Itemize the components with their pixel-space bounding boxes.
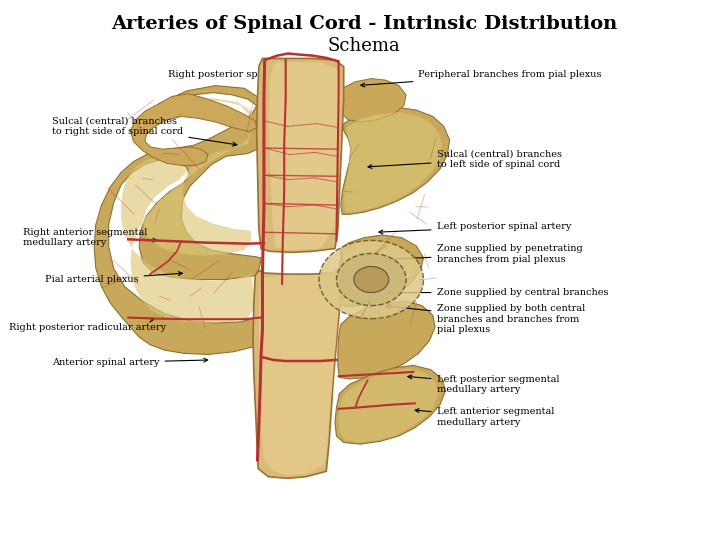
Text: Right anterior segmental
medullary artery: Right anterior segmental medullary arter… <box>23 228 157 247</box>
Text: Zone supplied by penetrating
branches from pial plexus: Zone supplied by penetrating branches fr… <box>386 244 582 264</box>
Text: Sulcal (central) branches
to right side of spinal cord: Sulcal (central) branches to right side … <box>52 117 237 146</box>
Polygon shape <box>253 248 342 478</box>
Polygon shape <box>269 62 341 250</box>
Text: Left posterior spinal artery: Left posterior spinal artery <box>379 222 571 234</box>
Text: Zone supplied by central branches: Zone supplied by central branches <box>386 288 608 297</box>
Text: Left anterior segmental
medullary artery: Left anterior segmental medullary artery <box>415 407 554 426</box>
Polygon shape <box>259 270 339 475</box>
Text: Arteries of Spinal Cord - Intrinsic Distribution: Arteries of Spinal Cord - Intrinsic Dist… <box>111 15 617 33</box>
Polygon shape <box>121 98 256 323</box>
Text: Left posterior segmental
medullary artery: Left posterior segmental medullary arter… <box>408 375 559 394</box>
Text: Pial arterial plexus: Pial arterial plexus <box>45 271 182 284</box>
Circle shape <box>319 240 424 319</box>
Text: Right posterior spinal artery: Right posterior spinal artery <box>168 70 309 85</box>
Circle shape <box>336 253 406 306</box>
Text: Right posterior radicular artery: Right posterior radicular artery <box>9 318 166 332</box>
Polygon shape <box>130 94 257 165</box>
Polygon shape <box>94 86 261 354</box>
Circle shape <box>354 266 389 293</box>
Text: Zone supplied by both central
branches and branches from
pial plexus: Zone supplied by both central branches a… <box>386 304 585 334</box>
Polygon shape <box>339 79 406 122</box>
Polygon shape <box>339 369 438 442</box>
Polygon shape <box>344 112 443 212</box>
Text: Anterior spinal artery: Anterior spinal artery <box>52 358 207 367</box>
Text: Peripheral branches from pial plexus: Peripheral branches from pial plexus <box>361 70 602 87</box>
Polygon shape <box>342 241 414 304</box>
Polygon shape <box>341 108 450 215</box>
Polygon shape <box>335 365 446 444</box>
Polygon shape <box>338 301 435 379</box>
Polygon shape <box>257 58 344 252</box>
Text: Sulcal (central) branches
to left side of spinal cord: Sulcal (central) branches to left side o… <box>368 149 561 169</box>
Polygon shape <box>339 235 424 307</box>
Text: Schema: Schema <box>328 37 400 55</box>
